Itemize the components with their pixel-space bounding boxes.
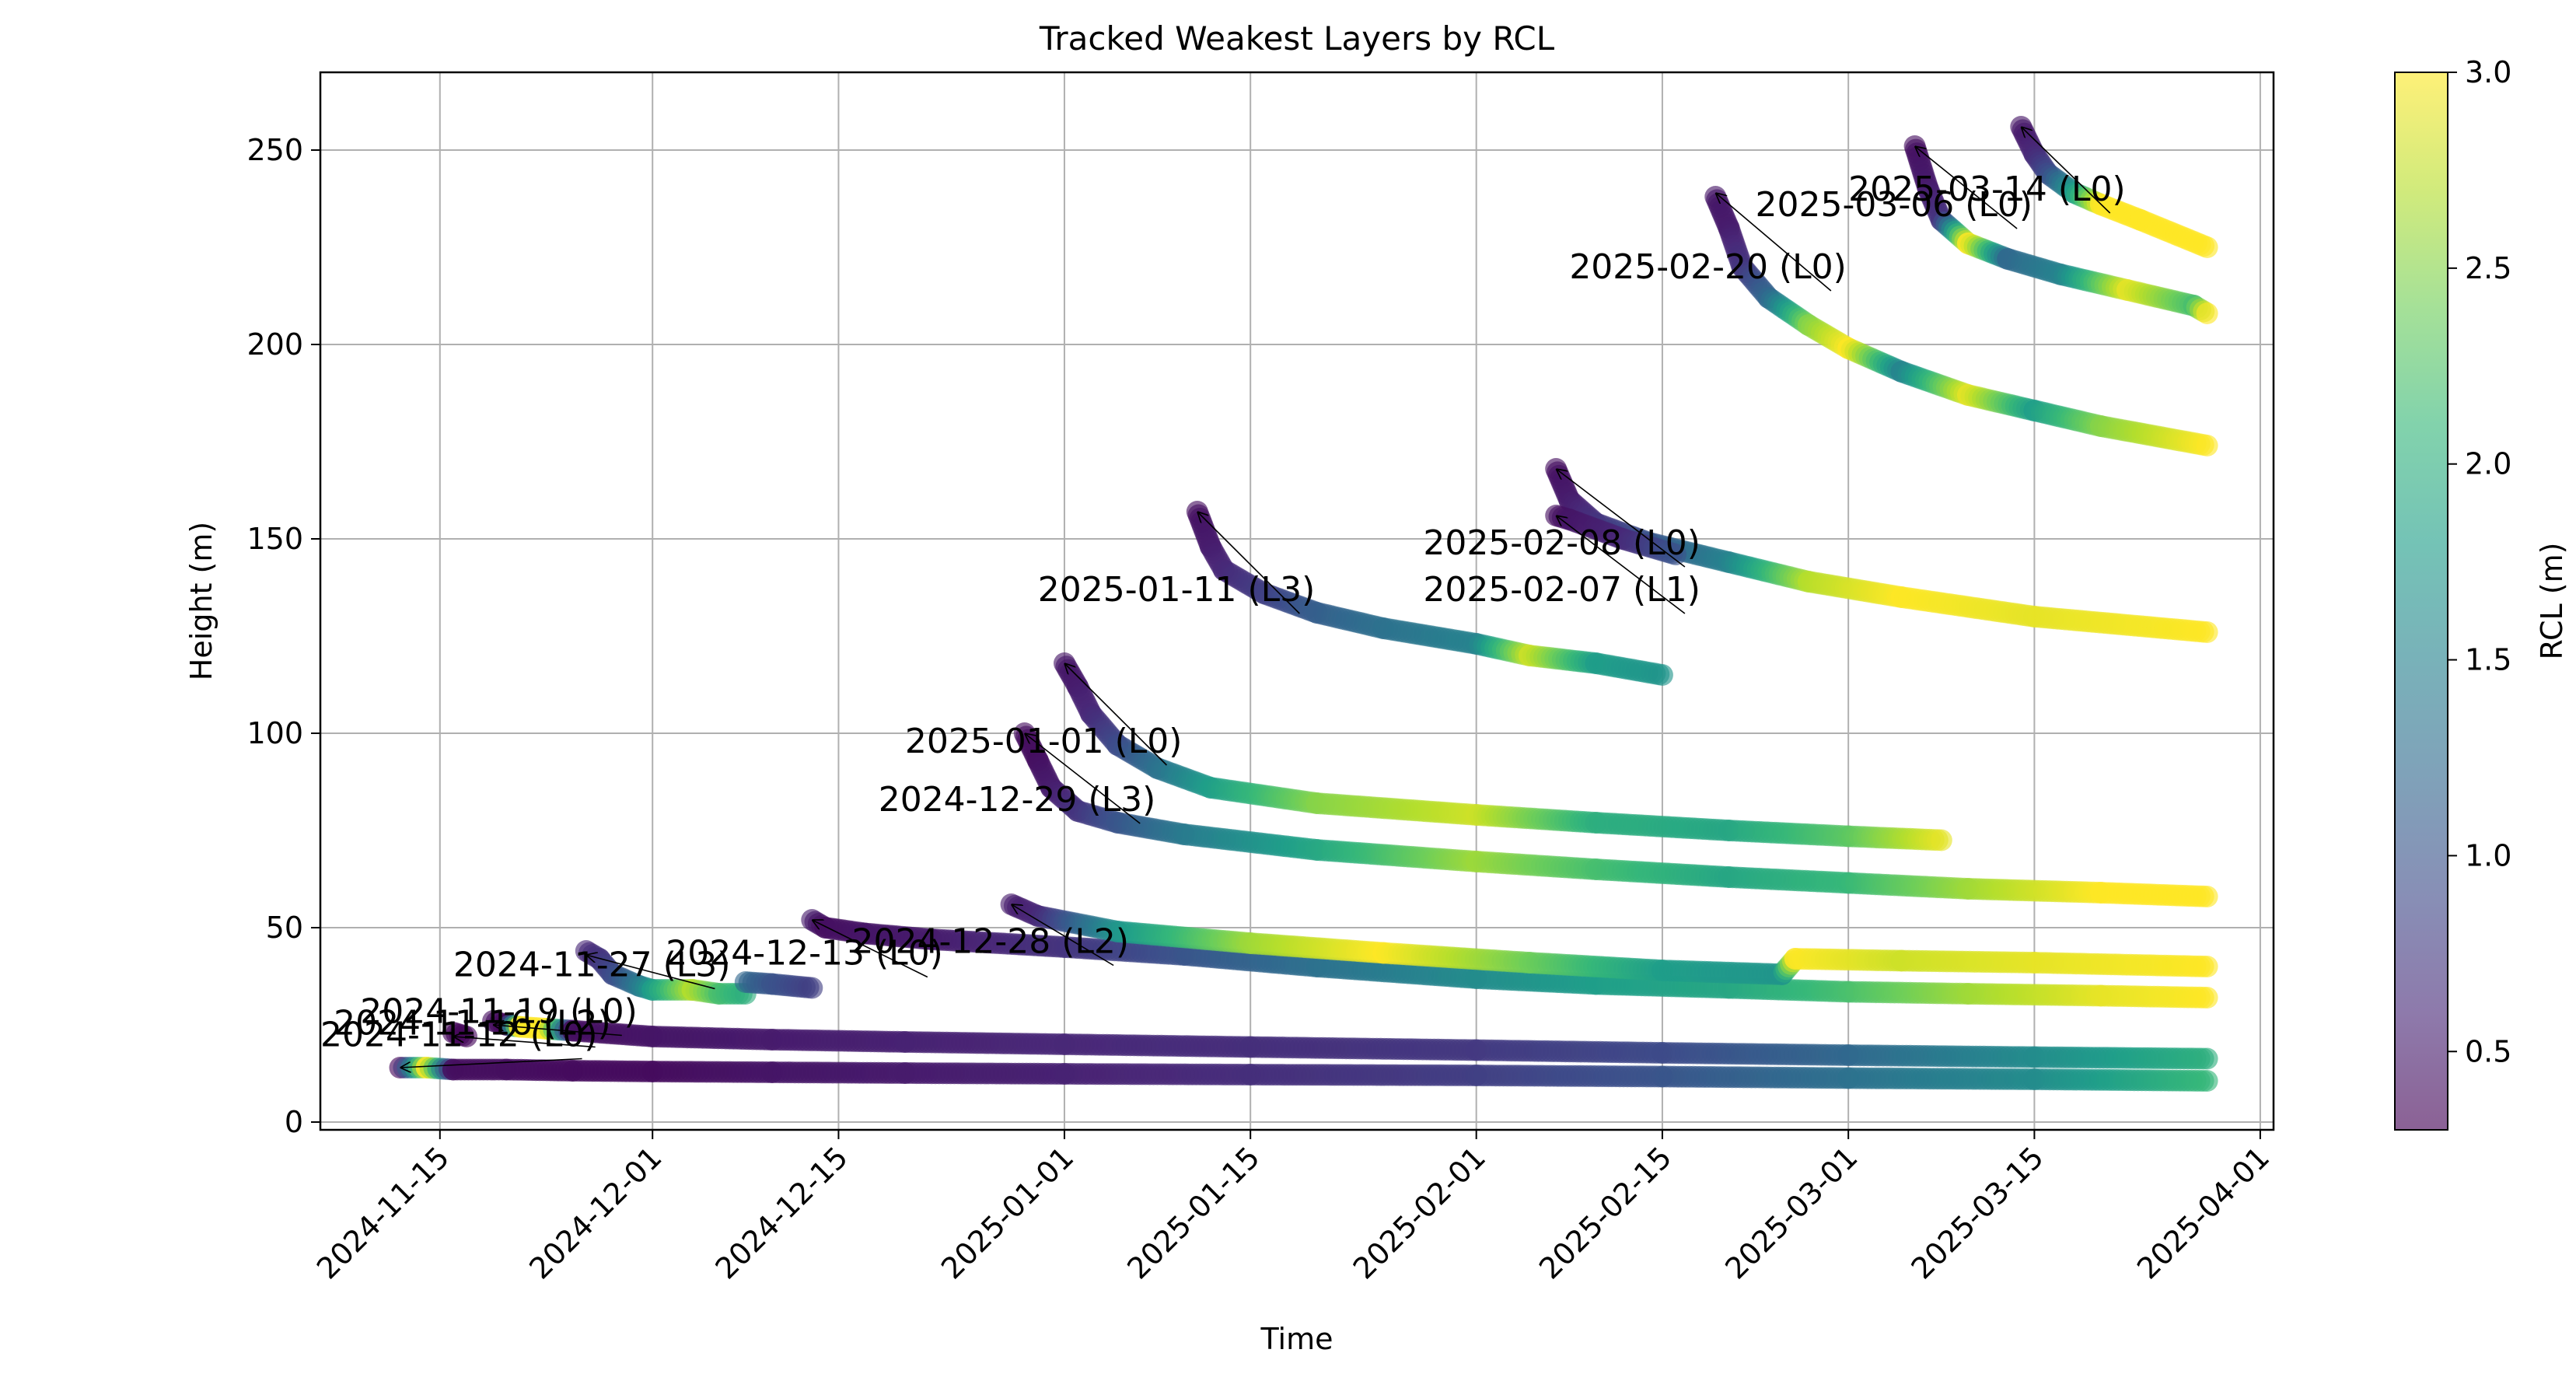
annotation-label: 2025-01-11 (L3)	[1038, 570, 1316, 610]
colorbar-gradient	[2394, 72, 2448, 1131]
annotation-arrow	[1064, 663, 1168, 766]
colorbar-label: RCL (m)	[2535, 543, 2569, 660]
colorbar-tick-label: 2.5	[2465, 251, 2511, 285]
y-tick-label: 250	[246, 133, 303, 167]
annotation-label: 2025-01-01 (L0)	[905, 722, 1183, 761]
y-tick-label: 0	[285, 1105, 303, 1139]
annotation-arrow	[1556, 516, 1686, 614]
data-point	[2196, 621, 2218, 643]
annotation-label: 2024-11-16 (L2)	[334, 1004, 611, 1044]
annotation-arrow	[1556, 469, 1686, 568]
x-axis-label: Time	[1260, 1322, 1333, 1356]
annotation-arrow	[1012, 904, 1114, 967]
colorbar-tick-label: 2.0	[2465, 447, 2511, 481]
colorbar-tick-label: 1.5	[2465, 643, 2511, 677]
annotation-arrow	[453, 1037, 596, 1048]
series-2025-03-14-l0-	[2010, 116, 2218, 258]
colorbar-ticks: 0.5 1.0 1.5 2.0 2.5 3.0	[2448, 55, 2511, 1068]
annotation-arrow	[586, 955, 715, 990]
series-2024-11-19-l0-	[482, 1010, 2218, 1070]
data-point	[2196, 435, 2218, 456]
annotation-arrow	[812, 920, 928, 978]
series-2024-12-29-l3-	[1013, 722, 2218, 907]
annotation-label: 2024-12-28 (L2)	[852, 922, 1130, 962]
grid-lines	[320, 72, 2274, 1130]
y-tick-label: 150	[246, 522, 303, 556]
annotation-arrow	[400, 1058, 582, 1068]
annotation-arrow	[1715, 193, 1832, 292]
annotation-label: 2025-03-06 (L0)	[1756, 185, 2033, 225]
data-marks	[389, 116, 2218, 1092]
series-2024-11-12-l0-	[389, 1057, 2218, 1092]
data-point	[2196, 956, 2218, 977]
y-axis-label: Height (m)	[184, 522, 218, 680]
data-point	[2196, 1070, 2218, 1092]
colorbar-tick-label: 1.0	[2465, 838, 2511, 872]
data-point	[1930, 829, 1952, 851]
annotation-label: 2025-02-08 (L0)	[1423, 523, 1700, 563]
series-2024-12-13-l0-	[734, 971, 823, 999]
series-2025-02-07-l1-	[1545, 505, 1686, 565]
annotation-label: 2025-03-14 (L0)	[1848, 170, 2126, 209]
series-2024-12-28-l2-b	[1000, 893, 2218, 985]
annotation-label: 2024-12-13 (L0)	[666, 934, 943, 974]
data-point	[1665, 544, 1686, 565]
annotation-arrow	[2021, 127, 2111, 214]
y-tick-label: 100	[246, 716, 303, 750]
series-2024-12-28-l2-	[801, 909, 2218, 1009]
annotation-arrow	[1025, 733, 1141, 824]
annotation-arrow	[1197, 512, 1300, 614]
annotation-label: 2025-02-07 (L1)	[1423, 570, 1700, 610]
y-tick-label: 50	[266, 911, 303, 945]
y-tick-label: 200	[246, 327, 303, 362]
annotation-label: 2024-12-29 (L3)	[879, 780, 1156, 820]
colorbar: 0.5 1.0 1.5 2.0 2.5 3.0 RCL (m)	[2394, 55, 2569, 1131]
data-point	[2196, 987, 2218, 1009]
annotation-label: 2025-02-20 (L0)	[1569, 247, 1847, 287]
data-point	[2196, 302, 2218, 324]
annotations: 2024-11-12 (L0)2024-11-16 (L2)2024-11-19…	[320, 127, 2126, 1068]
chart-title: Tracked Weakest Layers by RCL	[1039, 19, 1555, 58]
annotation-arrow	[1915, 146, 2018, 229]
data-point	[2196, 236, 2218, 258]
annotation-arrow	[493, 1025, 622, 1037]
colorbar-tick-label: 0.5	[2465, 1034, 2511, 1068]
data-point	[801, 977, 823, 999]
data-point	[2196, 1047, 2218, 1070]
series-2025-02-20-l0-	[1704, 186, 2218, 456]
colorbar-tick-label: 3.0	[2465, 55, 2511, 89]
series-2025-01-01-l0-	[1054, 652, 1952, 851]
data-point	[2196, 886, 2218, 907]
series-2025-01-11-l3-	[1186, 501, 1673, 686]
data-point	[1651, 664, 1673, 686]
y-axis-ticks: 0 50 100 150 200 250	[246, 133, 320, 1139]
plot-area-frame	[319, 71, 2275, 1131]
